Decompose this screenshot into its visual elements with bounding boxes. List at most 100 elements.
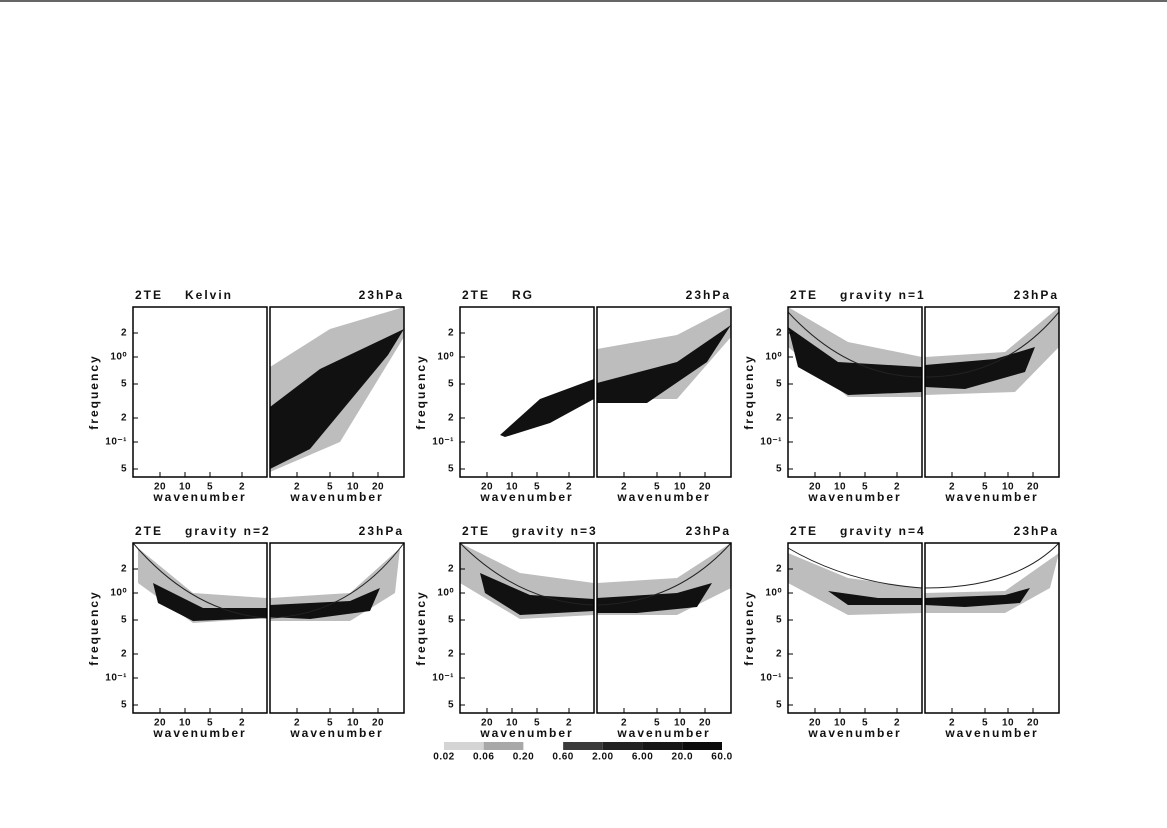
x-tick-label: 10 [834, 482, 846, 493]
panel-prefix: 2TE [135, 288, 163, 302]
spectral-shading [597, 325, 731, 403]
x-tick-label: 5 [207, 482, 213, 493]
panel: 2TE RG 23hPa frequency 2 10⁰ 5 2 10⁻¹ 5 20 10 5 2 2 5 10… [414, 288, 732, 504]
x-tick-label: 5 [982, 482, 988, 493]
x-axis-label: wavenumber [289, 490, 383, 504]
x-tick-label: 10 [179, 482, 191, 493]
colorbar-swatch [483, 742, 524, 750]
colorbar-swatch [642, 742, 683, 750]
x-tick-label: 5 [982, 718, 988, 729]
x-tick-label: 2 [894, 482, 900, 493]
y-tick-label: 2 [776, 564, 782, 575]
x-tick-label: 10 [834, 718, 846, 729]
y-axis-label: frequency [414, 354, 428, 429]
plot-frame-right [269, 542, 405, 714]
spectral-shading [597, 583, 712, 613]
dispersion-curve [132, 542, 268, 619]
x-axis-label: wavenumber [944, 726, 1038, 740]
y-axis-label: frequency [414, 590, 428, 665]
panel: 2TE Kelvin 23hPa frequency 2 10⁰ 5 2 10⁻¹ 5 20 10 5 2… [87, 288, 405, 504]
y-tick-label: 2 [776, 649, 782, 660]
y-tick-label: 2 [776, 413, 782, 424]
y-tick-label: 5 [448, 464, 454, 475]
x-tick-label: 5 [207, 718, 213, 729]
panel-level: 23hPa [686, 288, 731, 302]
panel-prefix: 2TE [462, 524, 490, 538]
y-tick-label: 5 [448, 379, 454, 390]
x-axis-label: wavenumber [807, 490, 901, 504]
y-tick-label: 2 [448, 649, 454, 660]
dispersion-curve [924, 311, 1060, 378]
panel-title: RG [512, 288, 534, 302]
plot-frame-right [596, 542, 732, 714]
panel: 2TE gravity n=2 23hPa frequency 2 10⁰ 5 2 10⁻¹ 5 2… [87, 524, 405, 740]
x-axis-label: wavenumber [152, 490, 246, 504]
spectral-shading [270, 329, 404, 469]
y-tick-label: 5 [121, 700, 127, 711]
y-tick-label: 10⁰ [437, 352, 454, 363]
x-tick-label: 2 [239, 482, 245, 493]
x-tick-label: 10 [179, 718, 191, 729]
panel-level: 23hPa [1014, 524, 1059, 538]
y-tick-label: 2 [776, 328, 782, 339]
plot-frame-right [269, 306, 405, 478]
x-tick-label: 10 [347, 482, 359, 493]
x-tick-label: 20 [372, 718, 384, 729]
y-tick-label: 10⁻¹ [760, 673, 782, 684]
dispersion-curve [787, 547, 923, 589]
x-tick-label: 5 [327, 482, 333, 493]
x-tick-label: 2 [949, 718, 955, 729]
colorbar-swatch [523, 742, 564, 750]
x-tick-label: 20 [809, 482, 821, 493]
spectral-shading [270, 588, 380, 619]
panel-prefix: 2TE [135, 524, 163, 538]
spectral-shading [828, 591, 922, 605]
y-tick-label: 5 [121, 464, 127, 475]
x-tick-label: 20 [1027, 482, 1039, 493]
colorbar-label: 60.0 [711, 752, 732, 763]
x-tick-label: 10 [1002, 482, 1014, 493]
colorbar-label: 2.00 [592, 752, 613, 763]
colorbar-swatch [682, 742, 722, 750]
panel-title: gravity n=1 [840, 288, 926, 302]
y-tick-label: 10⁻¹ [432, 437, 454, 448]
x-tick-label: 5 [862, 482, 868, 493]
y-axis-label: frequency [87, 590, 101, 665]
x-tick-label: 2 [294, 718, 300, 729]
x-tick-label: 20 [1027, 718, 1039, 729]
y-tick-label: 10⁻¹ [760, 437, 782, 448]
panel-title: gravity n=3 [512, 524, 598, 538]
colorbar-label: 6.00 [632, 752, 653, 763]
y-axis-label: frequency [742, 590, 756, 665]
x-tick-label: 2 [949, 482, 955, 493]
colorbar-swatch [563, 742, 603, 750]
y-tick-label: 5 [776, 464, 782, 475]
x-tick-label: 10 [1002, 718, 1014, 729]
panel: 2TE gravity n=3 23hPa frequency 2 10⁰ 5 2 10⁻¹ 5 2… [414, 524, 732, 740]
x-axis-label: wavenumber [807, 726, 901, 740]
dispersion-curve [459, 542, 595, 606]
x-tick-label: 20 [699, 718, 711, 729]
x-tick-label: 5 [654, 482, 660, 493]
y-tick-label: 10⁰ [437, 588, 454, 599]
plot-frame-left [787, 306, 923, 478]
y-tick-label: 10⁰ [765, 352, 782, 363]
x-tick-label: 20 [154, 718, 166, 729]
x-tick-label: 20 [809, 718, 821, 729]
y-tick-label: 10⁰ [110, 352, 127, 363]
y-tick-label: 5 [121, 379, 127, 390]
y-tick-label: 10⁰ [110, 588, 127, 599]
panel-title: gravity n=4 [840, 524, 926, 538]
plot-frame-right [924, 306, 1060, 478]
spectral-shading [480, 573, 594, 615]
colorbar-label: 0.60 [552, 752, 573, 763]
y-tick-label: 5 [448, 615, 454, 626]
y-tick-label: 2 [121, 413, 127, 424]
y-tick-label: 10⁻¹ [105, 437, 127, 448]
y-tick-label: 5 [448, 700, 454, 711]
x-tick-label: 10 [674, 482, 686, 493]
x-tick-label: 20 [481, 718, 493, 729]
x-tick-label: 20 [481, 482, 493, 493]
x-tick-label: 5 [862, 718, 868, 729]
x-tick-label: 10 [674, 718, 686, 729]
